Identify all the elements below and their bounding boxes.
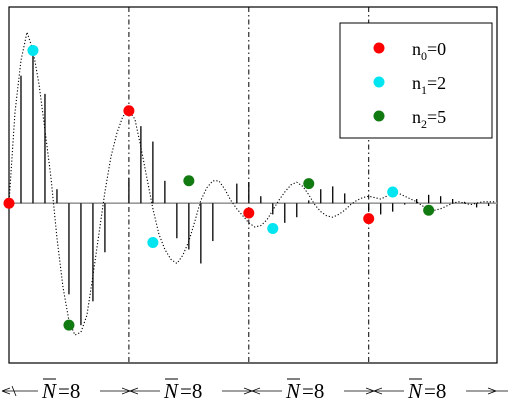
legend: n0=0 n1=2 n2=5: [339, 22, 493, 139]
segment-label-N: N: [163, 379, 179, 403]
segment-label-1: N =8: [41, 378, 80, 403]
series-0-point: [123, 105, 135, 117]
arrow-tick: [487, 387, 497, 395]
segment-label-3: N =8: [285, 378, 324, 403]
arrow-tick: [365, 387, 383, 395]
series-1-point: [147, 236, 159, 248]
segment-annotation-row: N =8 N =8 N =8 N =8: [1, 378, 508, 403]
series-0-point: [3, 197, 15, 209]
legend-label-n0: n0=0: [412, 39, 446, 63]
series-0-point: [243, 207, 255, 219]
legend-box: [339, 22, 493, 139]
series-2-point: [63, 319, 75, 331]
legend-label-n1: n1=2: [412, 73, 446, 97]
series-1-point: [27, 44, 39, 56]
arrow-tick: [121, 387, 139, 395]
series-1-point: [267, 222, 279, 234]
segment-label-N: N: [407, 379, 423, 403]
series-2-point: [183, 175, 195, 187]
legend-label-n2: n2=5: [412, 107, 446, 131]
segment-label-N: N: [41, 379, 57, 403]
segment-label-value: =8: [424, 379, 446, 403]
series-2-point: [303, 178, 315, 190]
legend-marker-n1: [373, 76, 385, 88]
series-0-point: [363, 213, 375, 225]
segment-label-value: =8: [180, 379, 202, 403]
series-2-point: [423, 204, 435, 216]
envelope-line: [8, 30, 495, 336]
stems: [20, 50, 490, 326]
segment-label-value: =8: [58, 379, 80, 403]
envelope-curve: [8, 30, 495, 336]
arrow-tick: [1, 387, 11, 395]
legend-marker-n2: [373, 110, 385, 122]
arrow-tick: [11, 385, 17, 397]
segment-label-N: N: [285, 379, 301, 403]
legend-marker-n0: [373, 42, 385, 54]
arrow-tick: [243, 387, 261, 395]
segment-label-2: N =8: [163, 378, 202, 403]
segment-label-4: N =8: [407, 378, 446, 403]
segment-label-value: =8: [302, 379, 324, 403]
series-1-point: [387, 186, 399, 198]
series-points: [3, 44, 435, 331]
